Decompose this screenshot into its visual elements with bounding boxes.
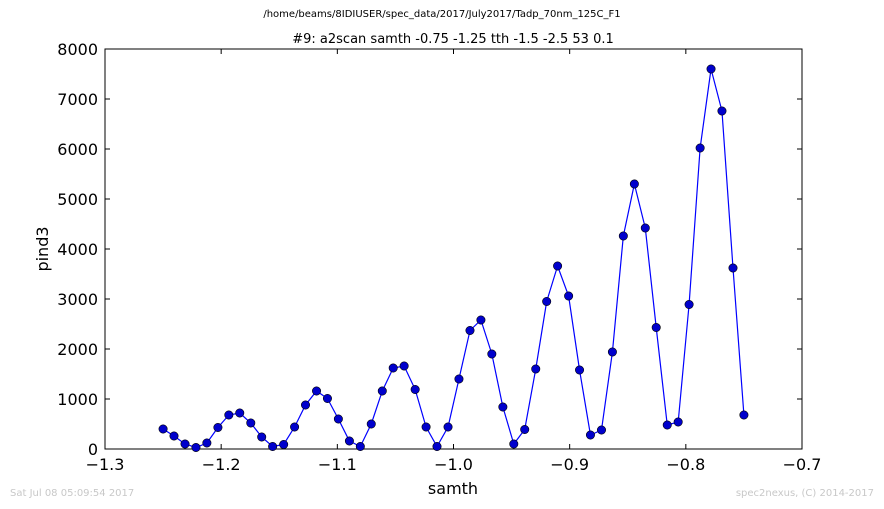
data-point	[432, 441, 442, 451]
footer-credit: spec2nexus, (C) 2014-2017	[735, 488, 874, 499]
y-tick-label: 5000	[57, 190, 98, 209]
data-point	[224, 410, 234, 420]
data-point	[684, 299, 694, 309]
x-tick-label: −1.2	[202, 455, 241, 474]
x-axis-label: samth	[428, 479, 478, 498]
data-point	[410, 384, 420, 394]
data-point	[333, 414, 343, 424]
data-point	[454, 374, 464, 384]
data-point	[476, 315, 486, 325]
data-point	[673, 417, 683, 427]
plot-area	[104, 48, 803, 450]
data-point	[651, 322, 661, 332]
data-point	[290, 422, 300, 432]
data-point	[388, 363, 398, 373]
data-point	[301, 400, 311, 410]
y-axis-label: pind3	[33, 226, 52, 271]
data-point	[487, 349, 497, 359]
chart-title: #9: a2scan samth -0.75 -1.25 tth -1.5 -2…	[292, 32, 614, 47]
data-point	[509, 439, 519, 449]
data-point	[498, 402, 508, 412]
y-tick-label: 8000	[57, 40, 98, 59]
y-tick-label: 4000	[57, 240, 98, 259]
data-point	[640, 223, 650, 233]
data-point	[662, 420, 672, 430]
data-point	[728, 263, 738, 273]
x-tick-label: −1.0	[434, 455, 473, 474]
data-point	[520, 424, 530, 434]
data-point	[312, 386, 322, 396]
data-point	[553, 261, 563, 271]
data-point	[421, 422, 431, 432]
y-tick-label: 3000	[57, 290, 98, 309]
data-point	[279, 439, 289, 449]
file-path-title: /home/beams/8IDIUSER/spec_data/2017/July…	[263, 9, 621, 20]
x-tick-label: −0.7	[783, 455, 822, 474]
data-point	[465, 325, 475, 335]
data-point	[355, 441, 365, 451]
data-point	[575, 365, 585, 375]
x-tick-label: −1.3	[86, 455, 125, 474]
x-tick-label: −1.1	[318, 455, 357, 474]
data-point	[213, 422, 223, 432]
series-line	[162, 68, 745, 449]
data-point	[706, 64, 716, 74]
data-point	[344, 436, 354, 446]
data-point	[695, 143, 705, 153]
y-tick-label: 6000	[57, 140, 98, 159]
data-point	[443, 422, 453, 432]
data-point	[564, 291, 574, 301]
x-tick-label: −0.8	[666, 455, 705, 474]
data-point	[377, 386, 387, 396]
data-point	[618, 231, 628, 241]
data-point	[607, 347, 617, 357]
data-point	[246, 418, 256, 428]
footer-timestamp: Sat Jul 08 05:09:54 2017	[10, 488, 135, 499]
data-point	[202, 438, 212, 448]
data-point	[268, 441, 278, 451]
data-point	[739, 410, 749, 420]
data-point	[191, 442, 201, 452]
data-point	[180, 439, 190, 449]
axis-ticks: −1.3 −1.2 −1.1 −1.0 −0.9 −0.8 −0.7 0 1000 2000 300…	[57, 40, 821, 474]
data-point	[717, 106, 727, 116]
data-point	[585, 430, 595, 440]
data-point	[629, 179, 639, 189]
data-point	[399, 361, 409, 371]
y-tick-label: 1000	[57, 390, 98, 409]
data-point	[366, 419, 376, 429]
series-group	[158, 64, 749, 452]
y-tick-label: 0	[88, 440, 98, 459]
data-point	[531, 364, 541, 374]
data-point	[235, 408, 245, 418]
data-point	[322, 393, 332, 403]
y-tick-label: 7000	[57, 90, 98, 109]
data-point	[542, 296, 552, 306]
data-point	[596, 425, 606, 435]
x-tick-label: −0.9	[550, 455, 589, 474]
y-tick-label: 2000	[57, 340, 98, 359]
data-point	[158, 424, 168, 434]
data-point	[169, 431, 179, 441]
data-point	[257, 432, 267, 442]
